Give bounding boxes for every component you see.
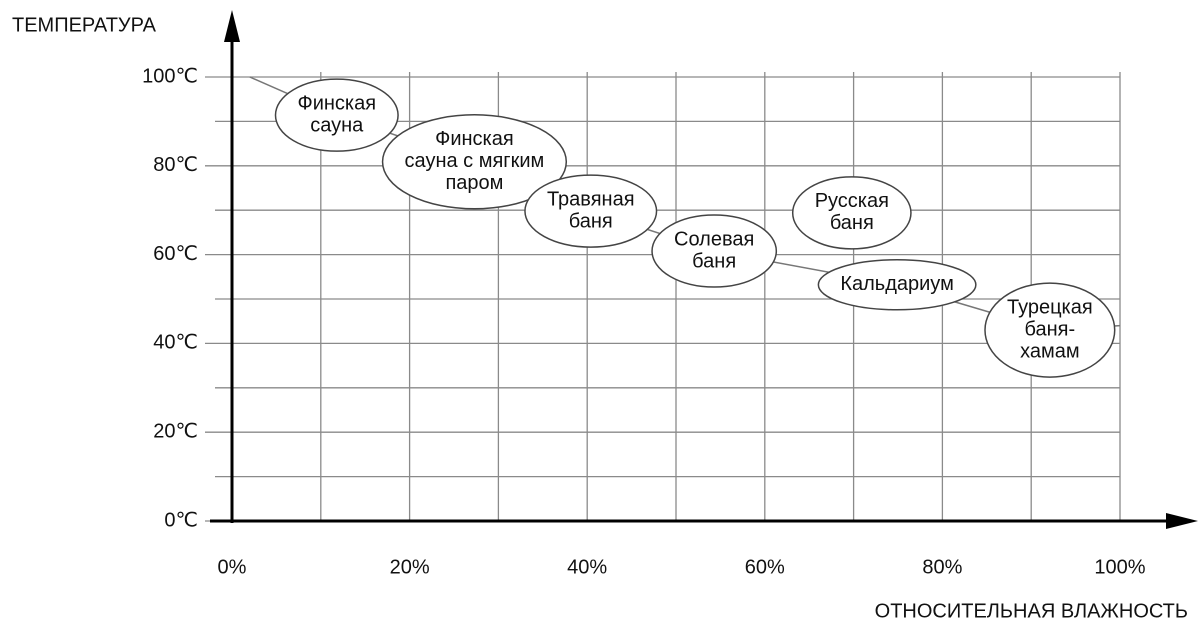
point-label: Травяная	[547, 188, 635, 210]
y-tick-label: 100℃	[142, 65, 198, 87]
point-label: хамам	[1020, 340, 1080, 362]
point-label: Финская	[435, 128, 514, 150]
point: Кальдариум	[817, 259, 977, 311]
point-label: баня	[692, 250, 736, 272]
point-ellipse	[381, 114, 568, 210]
y-axis-title: ТЕМПЕРАТУРА	[12, 14, 157, 36]
point-ellipse	[651, 214, 778, 288]
x-tick-label: 100%	[1094, 556, 1145, 578]
y-tick-label: 40℃	[153, 332, 198, 354]
point-label: Кальдариум	[840, 273, 953, 295]
y-arrow	[224, 10, 240, 42]
y-tick-label: 80℃	[153, 154, 198, 176]
x-axis-title: ОТНОСИТЕЛЬНАЯ ВЛАЖНОСТЬ	[875, 600, 1188, 622]
point-label: баня	[830, 212, 874, 234]
x-tick-label: 20%	[390, 556, 430, 578]
point-label: сауна	[310, 114, 364, 136]
x-arrow	[1166, 513, 1198, 529]
point-ellipse	[274, 78, 399, 152]
y-tick-label: 60℃	[153, 243, 198, 265]
point-label: баня	[569, 210, 613, 232]
x-tick-label: 0%	[218, 556, 247, 578]
point-ellipse	[984, 282, 1116, 378]
point-label: Русская	[815, 190, 889, 212]
x-tick-label: 80%	[922, 556, 962, 578]
point-label: баня-	[1025, 318, 1076, 340]
y-tick-label: 0℃	[164, 509, 198, 531]
point-ellipse	[791, 176, 912, 250]
point-ellipse	[817, 259, 977, 311]
x-tick-label: 60%	[745, 556, 785, 578]
axes	[210, 10, 1198, 529]
point-label: Солевая	[674, 228, 754, 250]
point-label: Турецкая	[1007, 296, 1093, 318]
x-tick-label: 40%	[567, 556, 607, 578]
point-label: Финская	[297, 92, 376, 114]
tick-labels: 0% 20% 40% 60% 80% 100% 0℃ 20℃ 40℃ 60℃ 80℃ 100℃	[142, 65, 1146, 578]
point-label: сауна с мягким	[405, 150, 545, 172]
y-tick-label: 20℃	[153, 420, 198, 442]
point-label: паром	[445, 172, 503, 194]
point-ellipse	[524, 174, 658, 248]
